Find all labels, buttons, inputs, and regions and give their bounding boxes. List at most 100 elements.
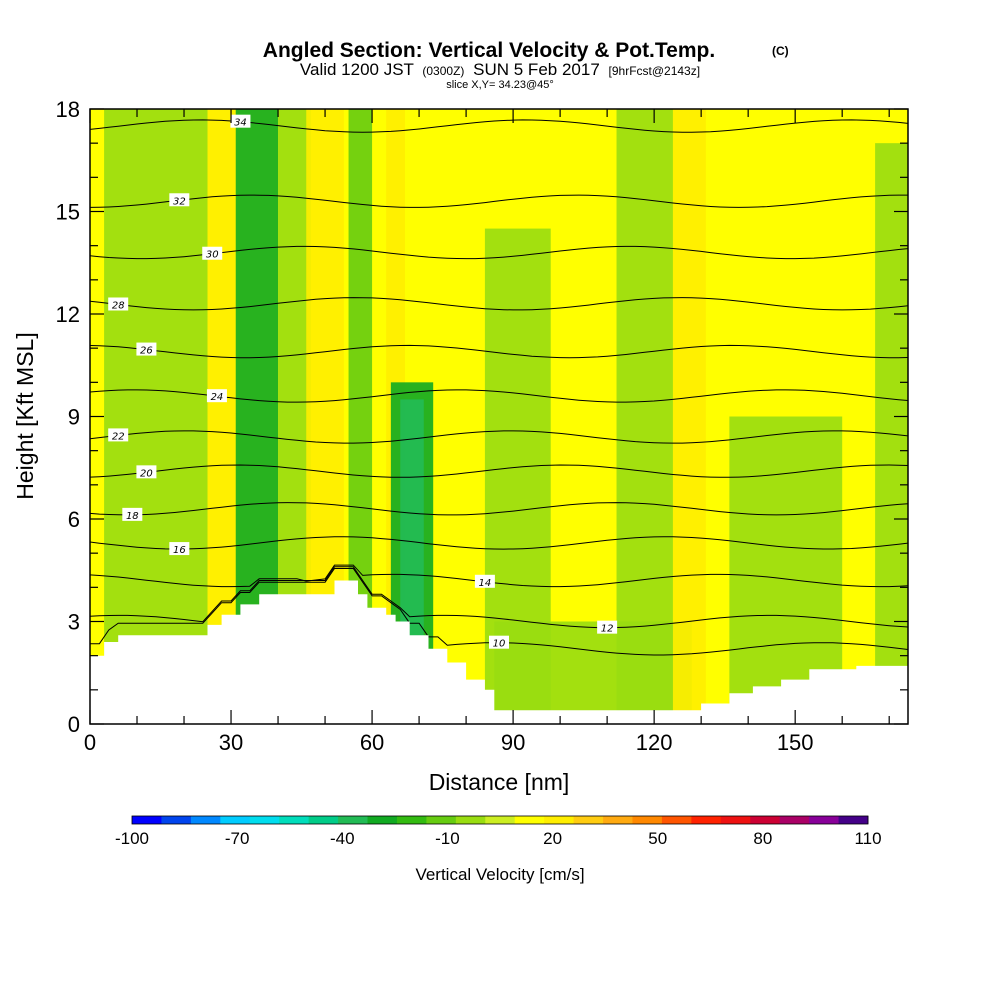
contour-label-bg-22 [108, 428, 129, 442]
theta-contours [90, 119, 908, 656]
chart-slice: slice X,Y= 34.23@45° [446, 79, 554, 91]
colorbar-tick-label: 80 [753, 829, 772, 848]
x-tick-label: 120 [636, 730, 673, 755]
colorbar-swatch [779, 816, 810, 824]
contour-label-30: 30 [206, 250, 219, 261]
colorbar-swatch [279, 816, 310, 824]
y-tick-label: 12 [56, 302, 80, 327]
colorbar-swatch [603, 816, 633, 824]
colorbar-swatch [220, 816, 251, 824]
contour-label-bg-32 [169, 193, 190, 207]
contour-label-14: 14 [479, 578, 492, 589]
colorbar-tick-label: -70 [225, 829, 250, 848]
colorbar-swatch [132, 816, 162, 824]
axis-ticks: 0 30 60 90 120 150 0 3 6 9 12 15 18 [56, 97, 908, 755]
contour-label-18: 18 [126, 511, 139, 522]
contour-label-bg-20 [136, 465, 157, 479]
colorbar-tick-label: 50 [648, 829, 667, 848]
colorbar-swatch [544, 816, 574, 824]
subtitle-date: SUN 5 Feb 2017 [473, 60, 600, 79]
contour-label-20: 20 [140, 468, 153, 479]
colorbar-tick-label: 110 [854, 829, 881, 848]
subtitle-forecast: [9hrFcst@2143z] [609, 64, 701, 78]
theta-contour-32 [90, 194, 908, 208]
velocity-band-12 [672, 109, 706, 724]
y-tick-label: 9 [68, 405, 80, 430]
y-axis-label: Height [Kft MSL] [12, 332, 38, 499]
y-tick-label: 15 [56, 200, 80, 225]
colorbar-tick-label: 20 [543, 829, 562, 848]
contour-label-bg-28 [108, 297, 129, 311]
colorbar-tick-label: -40 [330, 829, 355, 848]
colorbar-swatch [396, 816, 427, 824]
colorbar-swatch [338, 816, 368, 824]
theta-contour-16 [90, 536, 908, 550]
colorbar-label: Vertical Velocity [cm/s] [415, 865, 584, 884]
colorbar-swatch [573, 816, 604, 824]
theta-contour-12 [90, 566, 908, 629]
colorbar-tick-label: -10 [435, 829, 460, 848]
y-tick-label: 6 [68, 507, 80, 532]
contour-label-26: 26 [140, 346, 153, 357]
colorbar-swatch [720, 816, 751, 824]
colorbar-swatch [426, 816, 457, 824]
velocity-band-0 [104, 109, 208, 724]
contour-label-10: 10 [493, 639, 506, 650]
colorbar-swatch [485, 816, 516, 824]
contour-label-bg-10 [489, 635, 509, 649]
y-tick-label: 18 [56, 97, 80, 122]
contour-label-12: 12 [601, 624, 614, 635]
contour-labels: 10 12 14 16 18 20 22 24 26 28 30 32 34 [108, 114, 618, 650]
terrain-profile [90, 580, 908, 724]
colorbar-frame [131, 815, 869, 825]
x-tick-label: 0 [84, 730, 96, 755]
theta-contour-22 [90, 430, 908, 444]
x-tick-label: 90 [501, 730, 525, 755]
colorbar-swatch [809, 816, 839, 824]
theta-contour-18 [90, 502, 908, 516]
colorbar-swatch [514, 816, 545, 824]
theta-contour-14 [90, 564, 908, 588]
x-tick-label: 30 [219, 730, 243, 755]
colorbar-swatch [661, 816, 692, 824]
contour-label-bg-12 [597, 620, 618, 634]
theta-contour-20 [90, 464, 908, 478]
theta-contour-28 [90, 297, 908, 311]
contour-label-bg-30 [202, 246, 223, 260]
contour-label-bg-18 [122, 507, 143, 521]
contour-label-16: 16 [173, 545, 186, 556]
velocity-band-14 [875, 143, 908, 724]
chart-subtitle: Valid 1200 JST (0300Z) SUN 5 Feb 2017 [9… [300, 60, 700, 79]
colorbar-swatch [249, 816, 280, 824]
colorbar-swatch [691, 816, 722, 824]
chart-title-units: (C) [772, 44, 789, 58]
colorbar-tick-label: -100 [115, 829, 149, 848]
subtitle-valid: Valid 1200 JST [300, 60, 414, 79]
chart-title: Angled Section: Vertical Velocity & Pot.… [263, 39, 715, 62]
colorbar: -100 -70 -40 -10 20 50 80 110 [115, 815, 882, 848]
contour-label-28: 28 [112, 300, 125, 311]
colorbar-swatch [750, 816, 781, 824]
contour-label-bg-26 [136, 342, 157, 356]
contour-label-bg-14 [474, 574, 495, 588]
contour-label-34: 34 [234, 118, 247, 129]
contour-label-22: 22 [112, 431, 125, 442]
colorbar-swatch [632, 816, 663, 824]
theta-contour-30 [90, 245, 908, 260]
contour-label-bg-34 [230, 114, 251, 128]
colorbar-swatch [161, 816, 192, 824]
subtitle-utc: (0300Z) [422, 64, 464, 78]
y-tick-label: 0 [68, 712, 80, 737]
y-tick-label: 3 [68, 610, 80, 635]
colorbar-swatch [190, 816, 221, 824]
x-axis-label: Distance [nm] [429, 769, 570, 795]
contour-label-bg-24 [206, 389, 227, 403]
contour-label-32: 32 [173, 196, 186, 207]
colorbar-swatch [455, 816, 486, 824]
colorbar-swatch [367, 816, 398, 824]
velocity-band-11 [616, 109, 673, 724]
colorbar-swatch [838, 816, 869, 824]
contour-label-bg-16 [169, 542, 190, 556]
